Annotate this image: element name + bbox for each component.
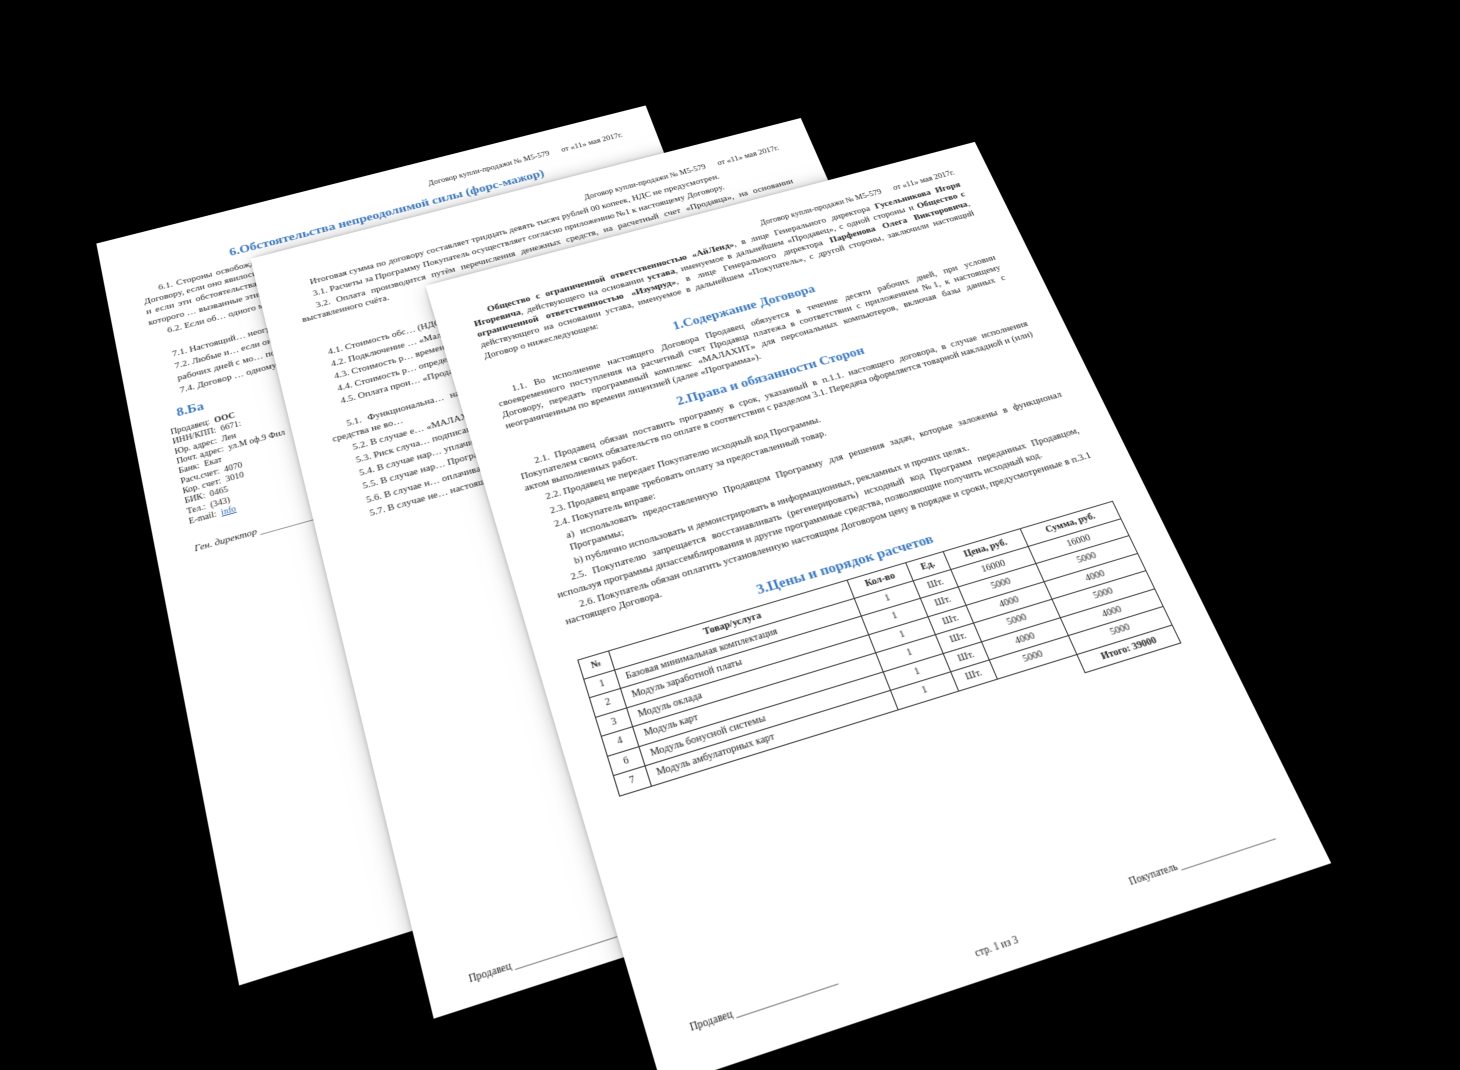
document-stack: Договор купли-продажи № М5-579 от «11» м… — [0, 0, 1460, 913]
page-number: стр. 1 из 3 — [694, 846, 1285, 1055]
page-footer: Продавец Покупатель стр. 1 из 3 — [689, 830, 1286, 1056]
seller-signature: Продавец — [468, 927, 619, 988]
